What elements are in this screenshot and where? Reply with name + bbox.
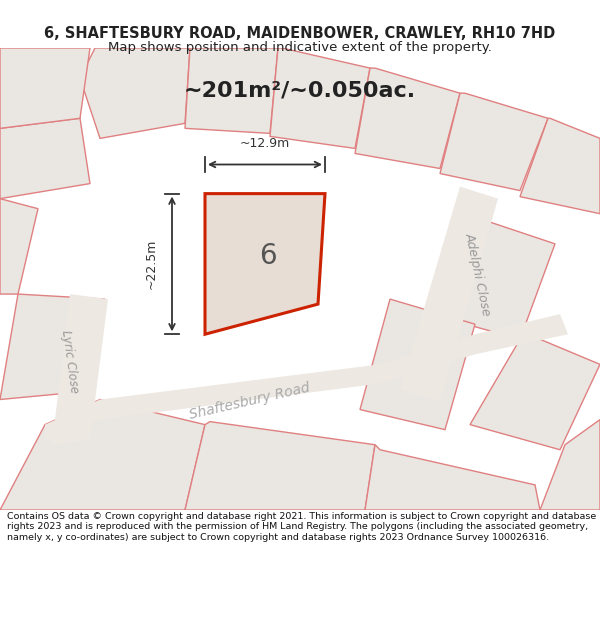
Polygon shape (80, 48, 190, 138)
Text: Lyric Close: Lyric Close (59, 329, 81, 394)
Text: 6: 6 (259, 242, 277, 271)
Polygon shape (52, 294, 108, 445)
Text: ~12.9m: ~12.9m (240, 138, 290, 151)
Text: Map shows position and indicative extent of the property.: Map shows position and indicative extent… (108, 41, 492, 54)
Polygon shape (355, 68, 460, 169)
Polygon shape (470, 339, 600, 450)
Polygon shape (365, 445, 540, 510)
Text: Contains OS data © Crown copyright and database right 2021. This information is : Contains OS data © Crown copyright and d… (7, 512, 596, 542)
Polygon shape (0, 399, 205, 510)
Polygon shape (520, 118, 600, 214)
Polygon shape (45, 314, 568, 442)
Text: 6, SHAFTESBURY ROAD, MAIDENBOWER, CRAWLEY, RH10 7HD: 6, SHAFTESBURY ROAD, MAIDENBOWER, CRAWLE… (44, 26, 556, 41)
Text: ~22.5m: ~22.5m (145, 239, 158, 289)
Polygon shape (430, 214, 555, 339)
Polygon shape (540, 419, 600, 510)
Text: ~201m²/~0.050ac.: ~201m²/~0.050ac. (184, 80, 416, 100)
Polygon shape (440, 93, 548, 191)
Polygon shape (400, 187, 498, 401)
Polygon shape (185, 48, 278, 133)
Text: Shaftesbury Road: Shaftesbury Road (188, 381, 311, 423)
Polygon shape (0, 199, 38, 294)
Polygon shape (205, 194, 325, 334)
Polygon shape (0, 294, 105, 399)
Polygon shape (360, 299, 475, 429)
Polygon shape (185, 422, 375, 510)
Polygon shape (0, 118, 90, 199)
Polygon shape (270, 48, 370, 148)
Text: Adelphi Close: Adelphi Close (463, 231, 493, 317)
Polygon shape (0, 48, 90, 128)
